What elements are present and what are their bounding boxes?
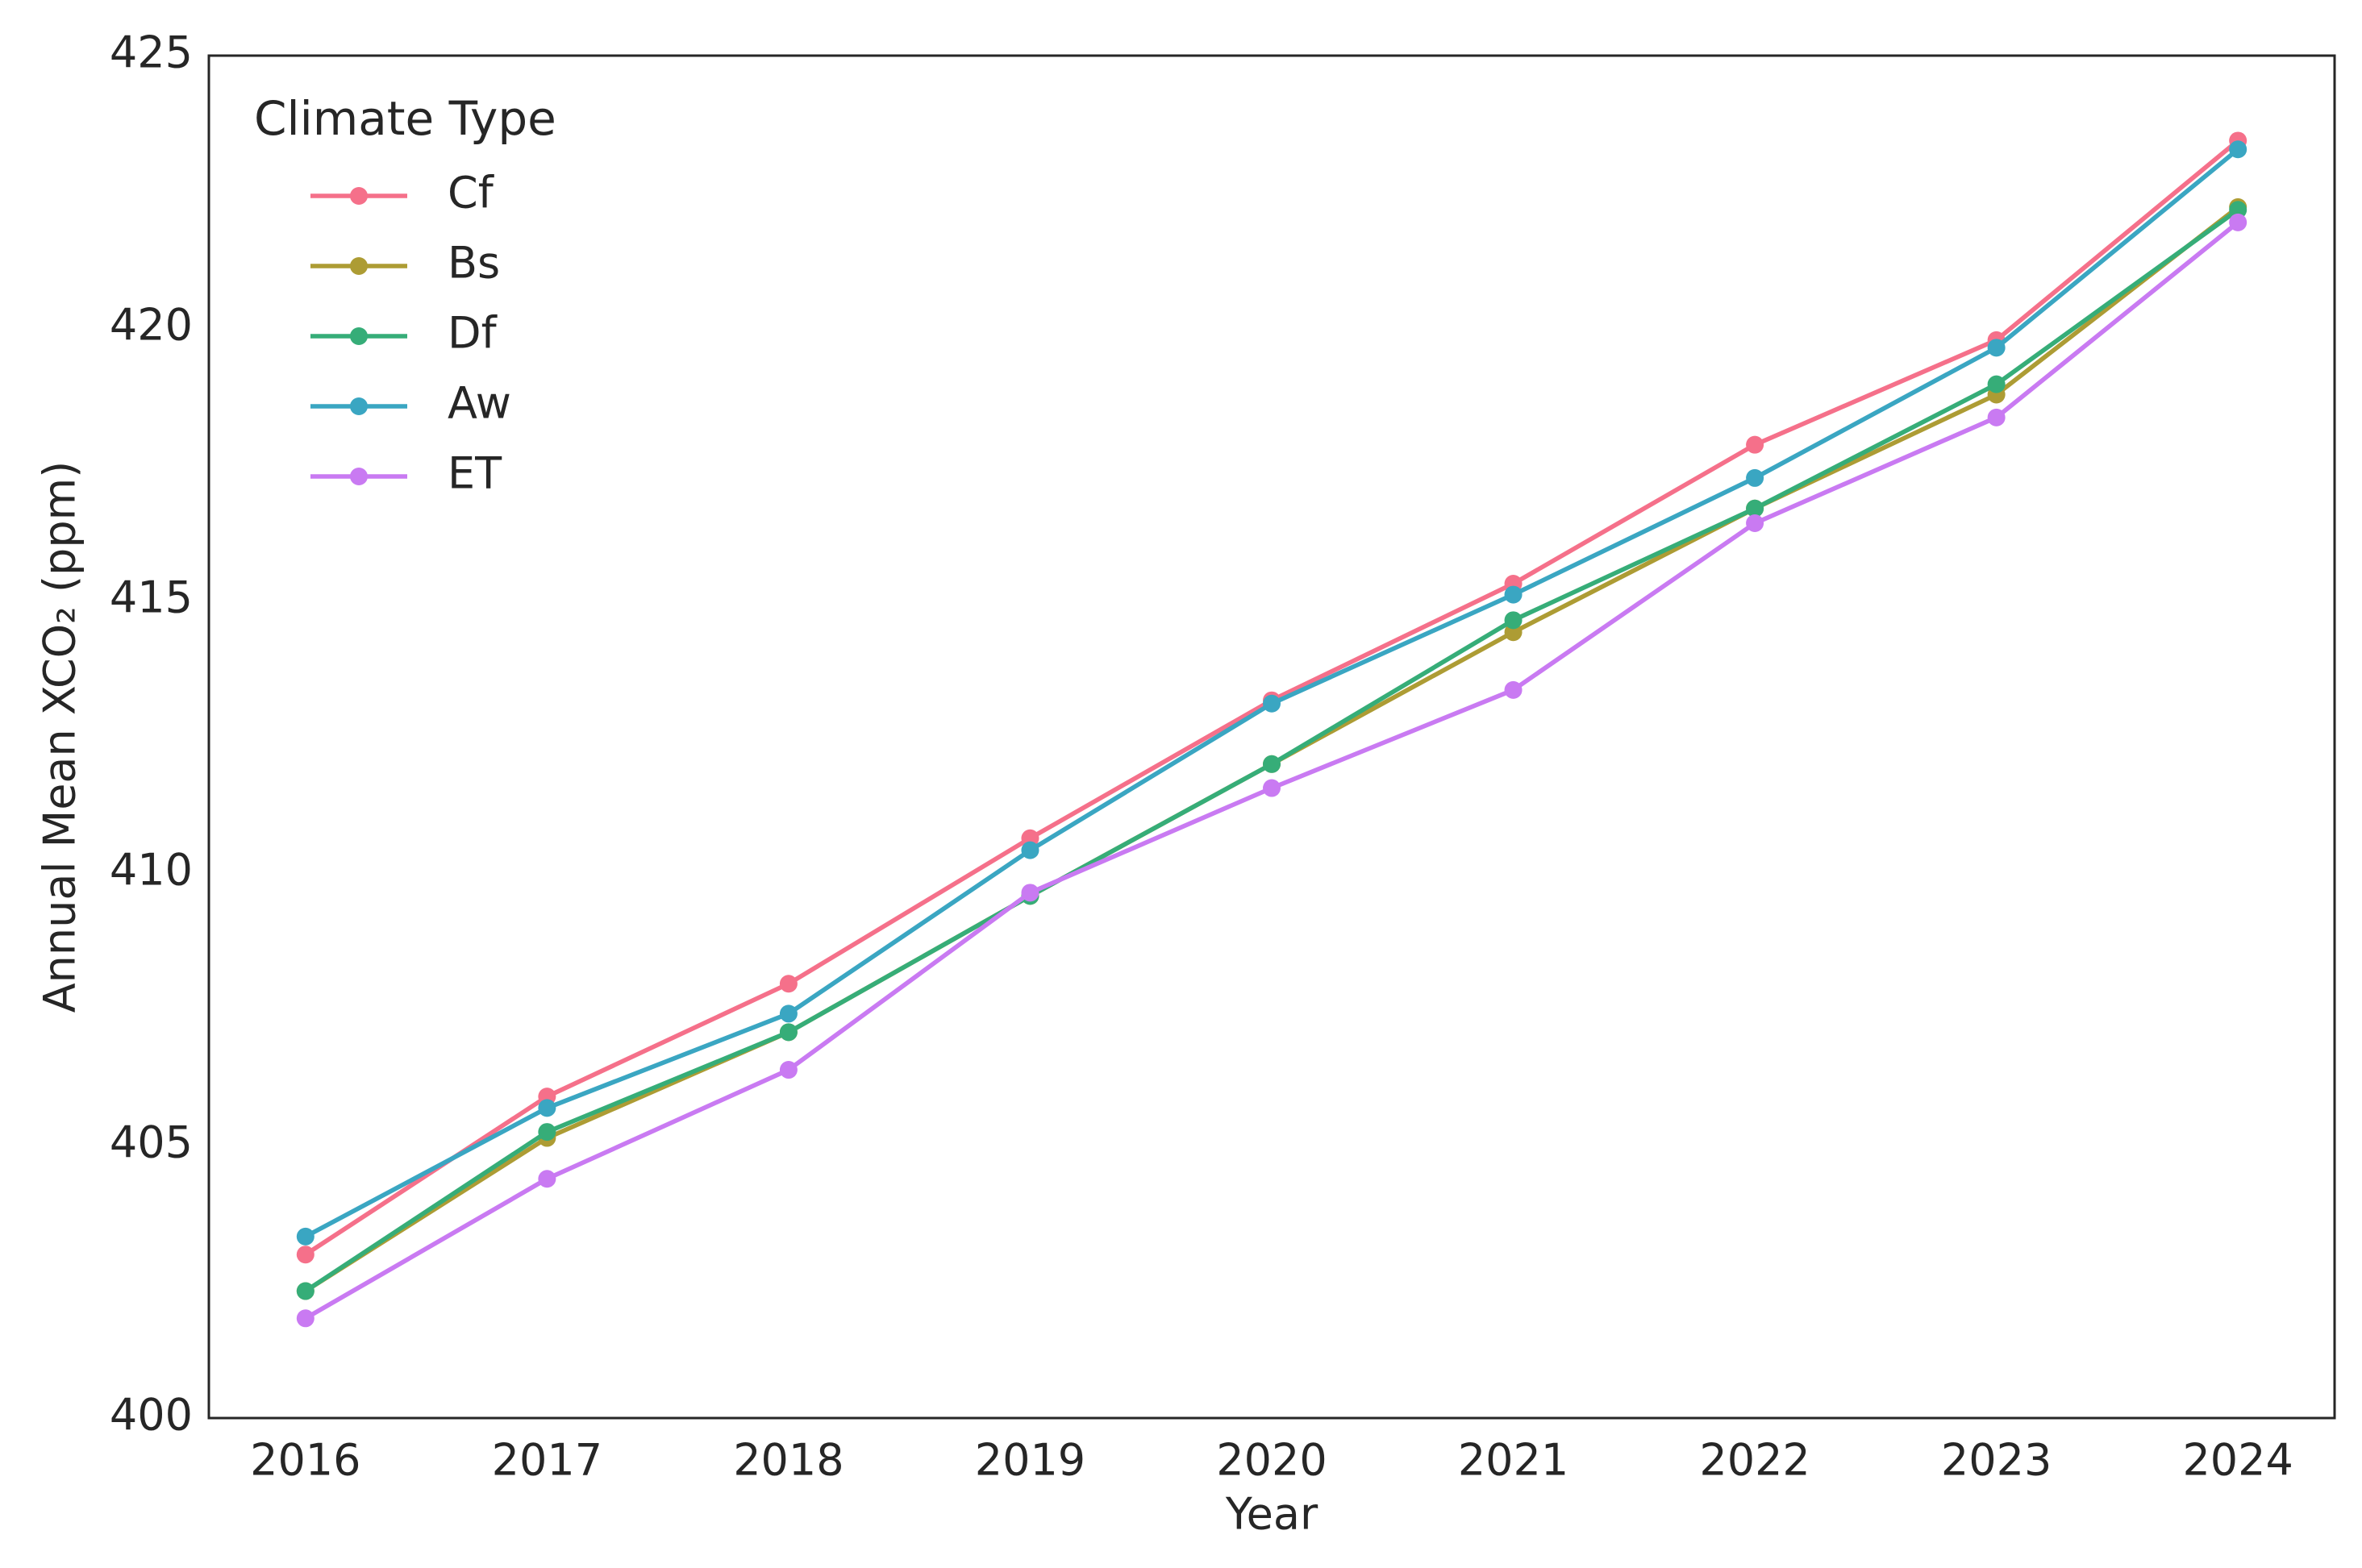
data-point: [779, 975, 798, 993]
data-point: [296, 1246, 315, 1264]
x-tick-label: 2023: [1941, 1435, 2052, 1486]
data-point: [2229, 201, 2247, 219]
data-point: [1987, 339, 2006, 357]
data-point: [779, 1061, 798, 1079]
legend-marker: [350, 327, 368, 345]
x-axis-label: Year: [1225, 1489, 1318, 1540]
legend-marker: [350, 187, 368, 205]
data-point: [1263, 694, 1281, 713]
y-tick-label: 415: [110, 572, 193, 623]
data-point: [1746, 435, 1764, 454]
x-tick-label: 2019: [975, 1435, 1085, 1486]
y-tick-label: 410: [110, 845, 193, 896]
data-point: [1746, 514, 1764, 533]
data-point: [1987, 375, 2006, 393]
data-point: [538, 1123, 556, 1142]
legend-title: Climate Type: [254, 91, 556, 146]
data-point: [1987, 408, 2006, 426]
data-point: [538, 1170, 556, 1188]
x-tick-label: 2021: [1458, 1435, 1568, 1486]
data-point: [1746, 468, 1764, 487]
x-tick-label: 2016: [250, 1435, 360, 1486]
data-point: [2229, 213, 2247, 231]
legend-label: Aw: [448, 378, 511, 429]
x-tick-label: 2024: [2182, 1435, 2293, 1486]
legend-label: Bs: [448, 238, 500, 289]
y-tick-label: 405: [110, 1117, 193, 1168]
data-point: [1504, 611, 1523, 630]
data-point: [538, 1099, 556, 1117]
legend-label: Cf: [448, 168, 495, 218]
x-tick-label: 2018: [733, 1435, 844, 1486]
data-point: [1263, 779, 1281, 797]
legend-label: Df: [448, 308, 498, 359]
x-tick-label: 2022: [1699, 1435, 1810, 1486]
data-point: [1021, 884, 1039, 902]
data-point: [1504, 585, 1523, 604]
legend-marker: [350, 468, 368, 485]
plot-frame: [207, 54, 2336, 1420]
data-point: [1504, 680, 1523, 699]
legend-marker: [350, 397, 368, 415]
y-axis-label: Annual Mean XCO₂ (ppm): [35, 461, 85, 1013]
legend-marker: [350, 257, 368, 275]
legend-label: ET: [448, 448, 502, 499]
data-point: [1746, 499, 1764, 518]
y-tick-label: 425: [110, 27, 193, 78]
x-tick-label: 2020: [1216, 1435, 1327, 1486]
data-point: [1021, 841, 1039, 859]
data-point: [779, 1004, 798, 1023]
data-point: [2229, 140, 2247, 159]
data-point: [296, 1282, 315, 1300]
x-tick-label: 2017: [492, 1435, 602, 1486]
y-tick-label: 400: [110, 1390, 193, 1441]
data-point: [1263, 755, 1281, 773]
series-line: [304, 205, 2239, 1293]
data-point: [296, 1227, 315, 1246]
y-tick-label: 420: [110, 300, 193, 351]
data-point: [296, 1309, 315, 1328]
data-point: [779, 1023, 798, 1042]
